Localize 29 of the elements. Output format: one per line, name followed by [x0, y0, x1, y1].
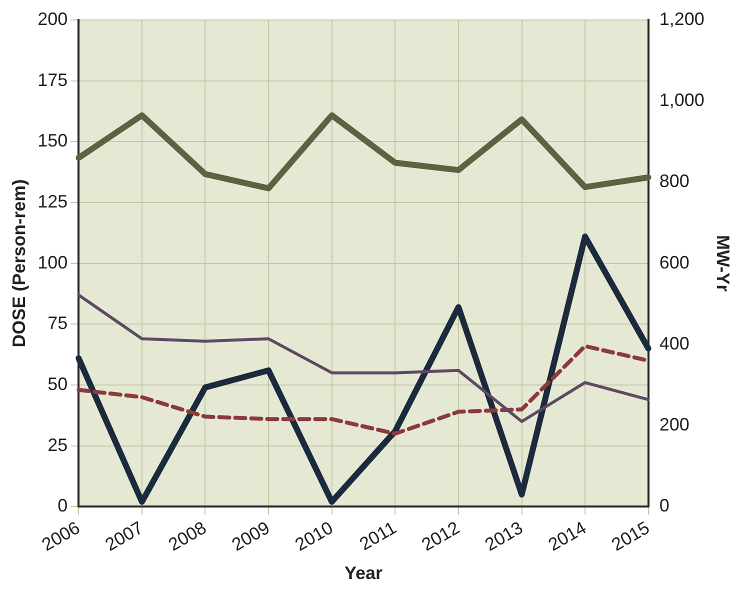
y-tick-label: 75 — [48, 313, 68, 334]
x-tick-label: 2007 — [102, 517, 146, 555]
y-tick-label: 100 — [38, 252, 68, 272]
y-tick-label: 125 — [38, 191, 68, 212]
x-tick-label: 2009 — [228, 517, 274, 555]
y2-axis-title: MW-Yr — [713, 235, 734, 292]
y2-tick-label: 400 — [659, 333, 690, 354]
y2-tick-label: 1,200 — [659, 8, 704, 29]
x-axis-title: Year — [344, 563, 383, 584]
x-tick-label: 2015 — [608, 517, 653, 555]
x-tick-label: 2006 — [38, 517, 84, 555]
y2-tick-label: 0 — [659, 496, 670, 516]
y2-tick-label: 600 — [659, 252, 690, 272]
y-tick-label: 150 — [38, 130, 68, 151]
y2-tick-label: 1,000 — [659, 90, 704, 110]
x-tick-label: 2013 — [482, 517, 526, 555]
y-tick-label: 50 — [48, 374, 68, 394]
y-tick-label: 175 — [38, 70, 68, 90]
y-tick-label: 25 — [48, 434, 68, 455]
x-tick-label: 2011 — [356, 517, 400, 554]
x-tick-label: 2014 — [544, 517, 590, 555]
x-tick-label: 2012 — [418, 517, 463, 555]
x-tick-label: 2008 — [165, 517, 210, 555]
y-tick-label: 0 — [58, 496, 68, 516]
y2-tick-label: 800 — [659, 171, 690, 192]
y-axis-title: DOSE (Person-rem) — [8, 179, 29, 348]
y-tick-label: 200 — [38, 8, 68, 29]
y2-tick-label: 200 — [659, 414, 690, 435]
x-tick-label: 2010 — [292, 517, 336, 555]
